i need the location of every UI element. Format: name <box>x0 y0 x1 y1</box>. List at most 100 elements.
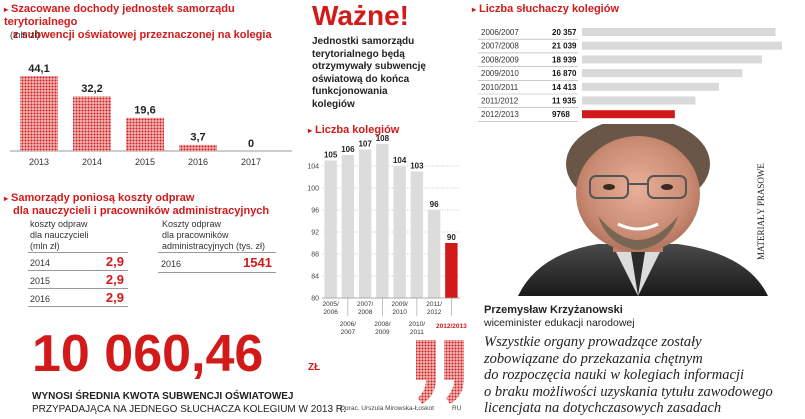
tick-label: 2008 <box>358 309 373 316</box>
bar <box>582 41 782 50</box>
severance-title-line2: dla nauczycieli i pracowników administra… <box>13 205 270 217</box>
bar <box>582 110 675 119</box>
severance-right-head2: dla pracowników <box>162 230 229 240</box>
y-tick-label: 104 <box>307 164 319 171</box>
row-label: 2009/2010 <box>481 69 519 78</box>
severance-right-head3: administracyjnych (tys. zł) <box>162 241 266 251</box>
row-label: 2010/2011 <box>481 83 519 92</box>
revenue-unit: (mln zł) <box>10 30 40 40</box>
severance-left-head2: dla nauczycieli <box>30 230 89 240</box>
row-label: 2007/2008 <box>481 42 519 51</box>
bar <box>393 166 406 298</box>
quote-line5: licencjata na dotychczasowych zasadach <box>484 400 722 416</box>
colleges-title: ▸ Liczba kolegiów <box>308 124 400 136</box>
severance-left-head: koszty odpraw dla nauczycieli (mln zł) <box>30 219 140 252</box>
data-label: 90 <box>447 233 456 242</box>
tick-label: 2005/ <box>322 301 338 308</box>
table-row: 2014 2,9 <box>28 253 128 271</box>
quote-text: Wszystkie organy prowadzące zostały zobo… <box>484 334 802 417</box>
row-value: 1541 <box>243 255 272 270</box>
tick-label: 2006/ <box>340 321 356 328</box>
students-title: ▸ Liczba słuchaczy kolegiów <box>472 3 620 15</box>
y-tick-label: 96 <box>311 208 319 215</box>
colleges-title-text: Liczba kolegiów <box>315 124 400 136</box>
severance-title: ▸ Samorządy poniosą koszty odpraw dla nau… <box>4 192 299 218</box>
credit-author: Oprac. Urszula Mirowska-Łoskot <box>340 405 434 412</box>
portrait-photo <box>478 124 788 296</box>
severance-right-head1: Koszty odpraw <box>162 219 222 229</box>
bar <box>582 28 776 36</box>
table-row: 2015 2,9 <box>28 271 128 289</box>
tick-label: 2011 <box>410 329 424 334</box>
tick-label: 2014 <box>82 157 102 167</box>
tick-label: 2009 <box>375 329 390 334</box>
important-text: Jednostki samorządu terytorialnego będą … <box>312 36 452 111</box>
person-role: wiceminister edukacji narodowej <box>484 317 635 329</box>
row-value: 2,9 <box>105 272 124 287</box>
tick-label: 2013 <box>29 157 49 167</box>
severance-left-head1: koszty odpraw <box>30 219 88 229</box>
data-label: 21 039 <box>552 42 577 51</box>
y-tick-label: 100 <box>307 186 319 193</box>
y-tick-label: 80 <box>311 296 319 303</box>
bar <box>410 171 424 298</box>
big-number: 10 060,46 <box>32 325 264 383</box>
bar <box>582 55 763 64</box>
colleges-chart: 80 84 88 92 96 100 104 105 2005/2006 106 2006/2007… <box>307 134 467 334</box>
row-label: 2006/2007 <box>481 28 519 37</box>
severance-left-table: 2014 2,9 2015 2,9 2016 2,9 <box>28 252 128 307</box>
tick-label: 2009/ <box>391 301 407 308</box>
bar <box>341 155 355 298</box>
row-label: 2008/2009 <box>481 55 519 64</box>
tick-label: 2007 <box>341 329 356 334</box>
bar <box>376 144 389 298</box>
bar <box>582 96 696 105</box>
row-value: 2,9 <box>105 254 124 269</box>
data-label: 3,7 <box>190 132 205 144</box>
bar <box>20 76 58 151</box>
tick-label: 2015 <box>135 157 155 167</box>
quote-line4: o braku możliwości uzyskania tytułu zawo… <box>484 383 773 400</box>
severance-title-line1: Samorządy poniosą koszty odpraw <box>11 192 195 204</box>
severance-right-table: 2016 1541 <box>158 252 276 273</box>
tick-label: 2011/ <box>426 301 442 308</box>
bar <box>427 210 441 298</box>
bar <box>126 117 164 151</box>
tick-label: 2017 <box>241 157 261 167</box>
important-line1: Jednostki samorządu <box>312 36 415 47</box>
table-row: 2016 2,9 <box>28 289 128 307</box>
data-label: 108 <box>376 134 390 143</box>
bar <box>179 144 217 151</box>
data-label: 18 939 <box>552 55 577 64</box>
tick-label: 2008/ <box>374 321 390 328</box>
tick-label: 2016 <box>188 157 208 167</box>
bar <box>73 96 111 151</box>
quote-line2: zobowiązane do przekazania chętnym <box>484 350 703 367</box>
row-year: 2014 <box>30 258 51 268</box>
students-chart: 2006/2007 20 357 2007/2008 21 039 2008/2009 1… <box>478 28 782 122</box>
data-label: 107 <box>358 140 372 149</box>
tick-label: 2006 <box>323 309 338 316</box>
revenue-chart: 44,1 2013 32,2 2014 19,6 2015 3,7 2016 0 2017 <box>10 63 292 167</box>
data-label: 20 357 <box>552 28 577 37</box>
big-number-caption1: WYNOSI ŚREDNIA KWOTA SUBWENCJI OŚWIATOWE… <box>32 391 294 402</box>
tick-label: 2012 <box>427 309 442 316</box>
data-label: 105 <box>324 151 338 160</box>
data-label: 0 <box>248 138 254 150</box>
data-label: 44,1 <box>28 63 49 75</box>
data-label: 16 870 <box>552 69 577 78</box>
data-label: 96 <box>430 200 439 209</box>
important-heading: Ważne! <box>312 0 409 31</box>
quote-mark-icon <box>416 340 464 404</box>
y-tick-label: 92 <box>311 230 319 237</box>
quote-line3: do rozpoczęcia nauki w kolegiach informa… <box>484 367 745 383</box>
row-label: 2011/2012 <box>481 97 519 106</box>
bar <box>445 243 458 298</box>
important-line4: oświatową do końca <box>312 73 410 85</box>
bar <box>582 69 743 78</box>
row-year: 2016 <box>30 294 51 304</box>
severance-left-head3: (mln zł) <box>30 241 60 251</box>
row-label: 2012/2013 <box>481 110 519 119</box>
bar <box>582 82 720 91</box>
revenue-title-line2: z subwencji oświatowej przeznaczonej na … <box>13 29 272 41</box>
